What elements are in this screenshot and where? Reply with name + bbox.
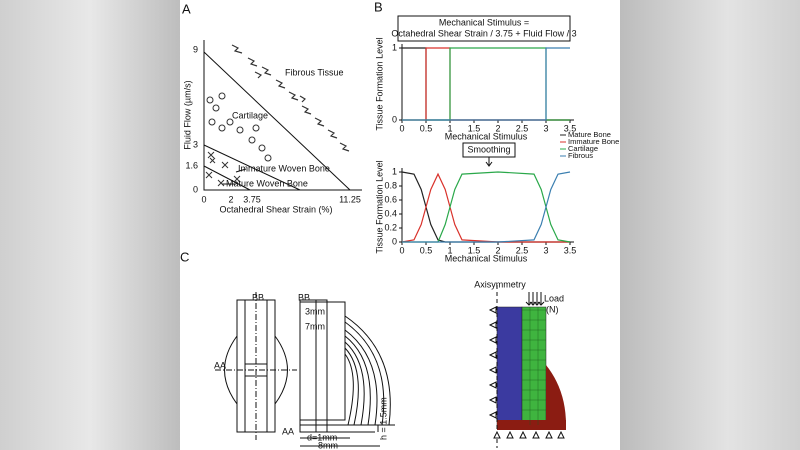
cartilage-cells	[206, 92, 272, 162]
panel-label: A	[182, 1, 191, 16]
y-axis-label: Fluid Flow (µm/s)	[182, 80, 192, 149]
region-label: Immature Woven Bone	[238, 163, 330, 173]
region-label: Fibrous Tissue	[285, 67, 344, 77]
boundary	[203, 165, 251, 191]
x-axis-label: Mechanical Stimulus	[445, 253, 528, 263]
x-tick-label: 3.75	[243, 194, 261, 204]
y-tick-label: 1	[392, 166, 397, 176]
legend-label: Fibrous	[568, 151, 593, 160]
x-tick-label: 0	[399, 245, 404, 255]
y-tick-label: 9	[193, 44, 198, 54]
y-tick-label: 1.6	[185, 160, 198, 170]
series-line	[401, 172, 570, 243]
chart-subtitle: Octahedral Shear Strain / 3.75 + Fluid F…	[391, 28, 576, 38]
y-tick-label: 3	[193, 139, 198, 149]
y-tick-label: 0.2	[384, 222, 397, 232]
x-tick-label: 3.5	[564, 123, 577, 133]
dim-label: 7mm	[305, 321, 325, 331]
panel-label: C	[180, 249, 189, 264]
load-label: Load	[544, 293, 564, 303]
y-tick-label: 1	[392, 42, 397, 52]
dim-label: 3mm	[305, 306, 325, 316]
x-tick-label: 0.5	[420, 123, 433, 133]
x-tick-label: 3.5	[564, 245, 577, 255]
series-line	[402, 171, 571, 243]
mesh-title: Axisymmetry	[474, 279, 526, 289]
region-label: Cartilage	[232, 110, 268, 120]
y-tick-label: 0.6	[384, 194, 397, 204]
y-axis-label: Tissue Formation Level	[374, 160, 384, 253]
fe-mesh	[488, 285, 566, 448]
x-tick-label: 1.5	[468, 245, 481, 255]
x-tick-label: 1.5	[468, 123, 481, 133]
x-tick-label: 0	[201, 194, 206, 204]
annotation-arrow	[485, 157, 493, 167]
y-tick-label: 0.4	[384, 208, 397, 218]
dim-label: BB	[298, 292, 310, 302]
boundary	[203, 51, 351, 191]
y-tick-label: 0	[392, 236, 397, 246]
x-tick-label: 3	[543, 123, 548, 133]
region-label: Mature Woven Bone	[226, 178, 308, 188]
x-tick-label: 2.5	[516, 123, 529, 133]
y-tick-label: 0.8	[384, 180, 397, 190]
panel-a: 9 3 1.6 0 0 2 3.75 11.25 Octahedral Shea…	[182, 40, 362, 214]
legend-label: Cartilage	[568, 144, 598, 153]
x-tick-label: 3	[543, 245, 548, 255]
fibrous-cells	[231, 44, 350, 152]
bone-cells	[205, 151, 241, 187]
dim-label: h = 1.5mm	[378, 397, 388, 440]
dim-label: 8mm	[318, 440, 338, 450]
panel-label: B	[374, 0, 383, 14]
dim-label: d=1mm	[307, 432, 337, 442]
x-tick-label: 11.25	[339, 194, 361, 204]
y-axis-label: Tissue Formation Level	[374, 37, 384, 130]
dim-label: BB	[252, 292, 264, 302]
legend-label: Immature Bone	[568, 137, 619, 146]
x-tick-label: 2	[495, 245, 500, 255]
title-box	[397, 15, 571, 42]
x-tick-label: 1	[447, 123, 452, 133]
x-tick-label: 0	[399, 123, 404, 133]
panel-c-drawing	[215, 292, 395, 447]
x-axis-label: Octahedral Shear Strain (%)	[219, 204, 332, 214]
series-line	[402, 47, 570, 121]
x-tick-label: 2.5	[516, 245, 529, 255]
x-tick-label: 2	[228, 194, 233, 204]
x-tick-label: 0.5	[420, 245, 433, 255]
x-tick-label: 1	[447, 245, 452, 255]
backdrop-right	[620, 0, 800, 450]
x-tick-label: 2	[495, 123, 500, 133]
boundary	[203, 144, 301, 191]
backdrop-left	[0, 0, 180, 450]
chart-title: Mechanical Stimulus =	[439, 17, 529, 27]
legend-label: Mature Bone	[568, 130, 611, 139]
load-unit: (N)	[546, 304, 559, 314]
y-tick-label: 0	[193, 184, 198, 194]
dim-label: AA	[282, 426, 294, 436]
y-tick-label: 0	[392, 114, 397, 124]
x-axis-label: Mechanical Stimulus	[445, 131, 528, 141]
axes	[203, 40, 362, 191]
dim-label: AA	[214, 360, 226, 370]
annotation: Smoothing	[467, 144, 510, 154]
leader	[235, 168, 247, 173]
